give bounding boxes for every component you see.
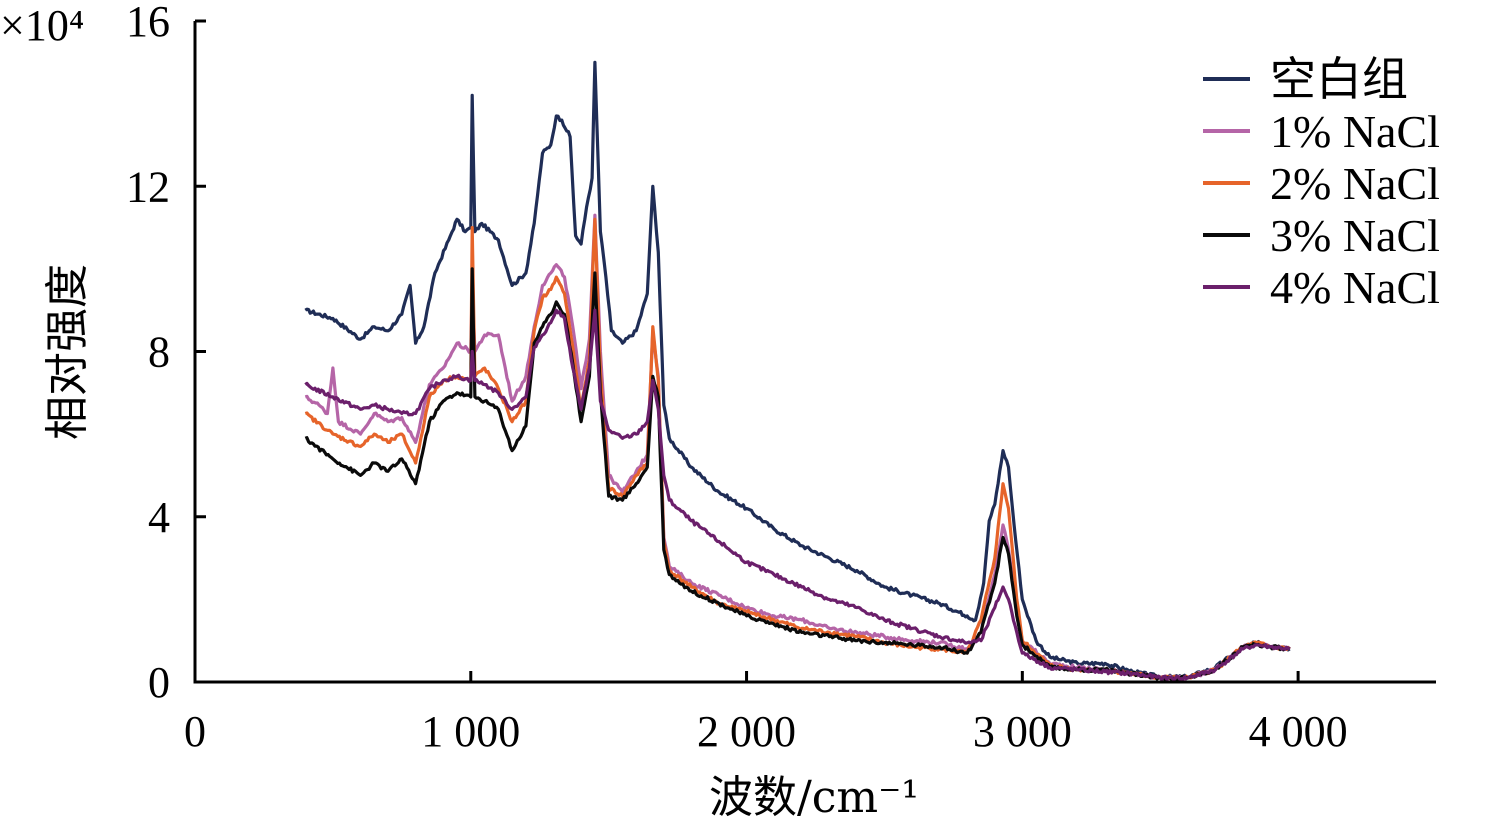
series-line [304,213,1291,681]
legend-label: 2% NaCl [1270,158,1440,209]
series-line [304,217,1291,681]
x-axis-title: 波数/cm⁻¹ [709,772,919,823]
legend-label: 4% NaCl [1270,262,1440,313]
x-tick-label: 1 000 [421,707,520,756]
y-tick-label: 12 [126,162,170,211]
x-tick-label: 4 000 [1249,707,1348,756]
x-tick-label: 2 000 [697,707,796,756]
y-axis-multiplier: ×10⁴ [0,1,84,50]
y-tick-label: 16 [126,0,170,46]
axes: 0 1 000 2 000 3 000 4 000 0 4 8 12 16 [126,0,1436,756]
y-axis-title-group: 相对强度 [42,264,93,440]
x-tick-label: 3 000 [973,707,1072,756]
series-line [304,308,1291,682]
y-axis-title: 相对强度 [42,264,93,440]
x-tick-label: 0 [184,707,206,756]
y-tick-label: 4 [148,493,170,542]
legend-label: 3% NaCl [1270,210,1440,261]
y-tick-label: 0 [148,658,170,707]
legend-label: 1% NaCl [1270,106,1440,157]
y-tick-label: 8 [148,328,170,377]
legend-label: 空白组 [1270,54,1408,105]
plot-area [304,60,1291,682]
series-line [304,60,1291,681]
